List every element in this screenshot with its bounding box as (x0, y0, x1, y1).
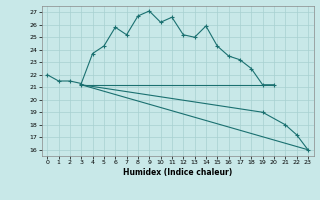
X-axis label: Humidex (Indice chaleur): Humidex (Indice chaleur) (123, 168, 232, 177)
